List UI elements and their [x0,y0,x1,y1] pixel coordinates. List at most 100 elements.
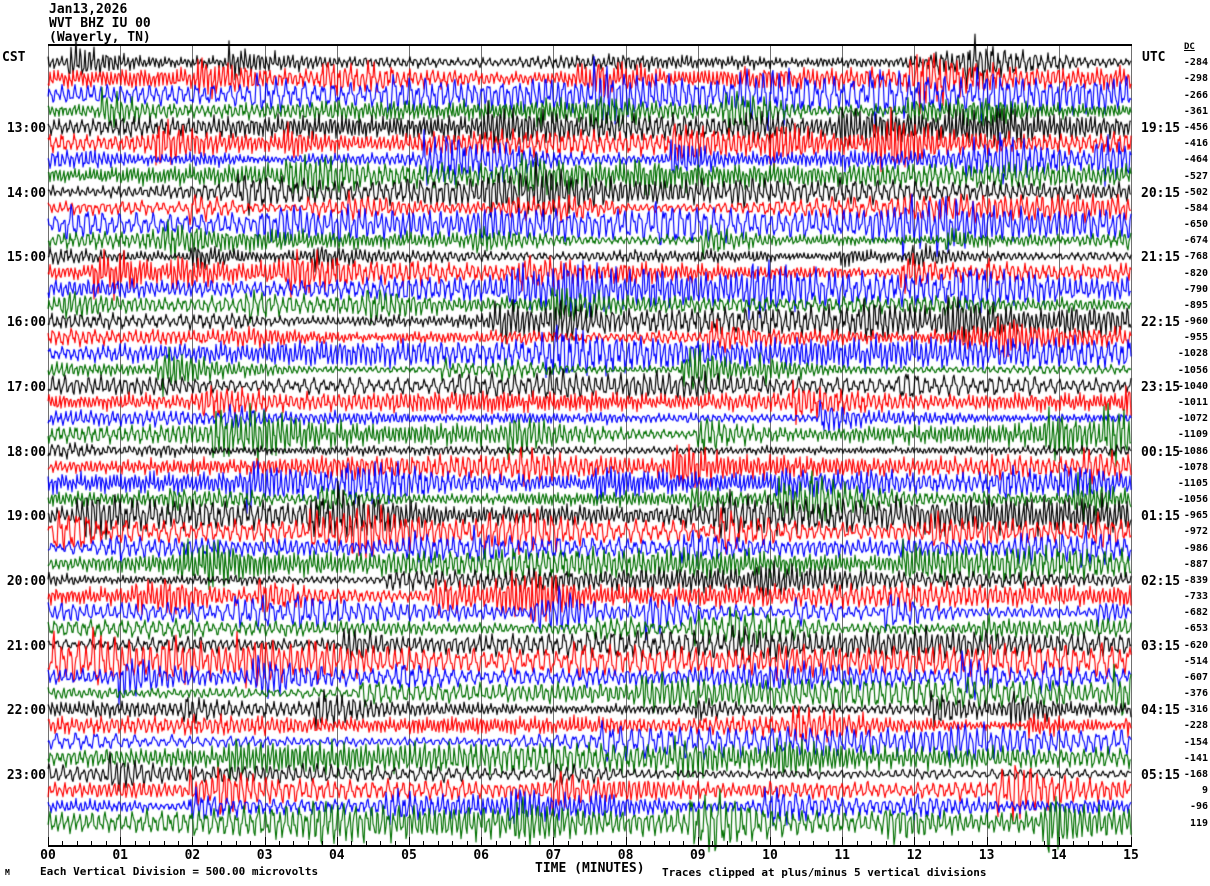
title-date: Jan13,2026 [49,2,128,17]
time-tick-label: 06 [473,848,490,863]
time-tick-minor [62,841,64,846]
time-tick-minor [538,841,540,846]
clip-note: Traces clipped at plus/minus 5 vertical … [662,866,987,879]
time-tick-minor [437,841,439,846]
time-tick-major [409,837,410,846]
time-tick-major [48,837,49,846]
time-tick-minor [1029,841,1031,846]
time-tick-major [336,837,338,846]
time-axis-line [48,845,1132,847]
time-tick-minor [279,841,281,846]
time-tick-major [192,837,194,846]
time-tick-minor [741,841,743,846]
time-tick-major [842,837,844,846]
time-tick-minor [1116,841,1118,846]
dc-value: 119 [1189,817,1208,829]
dc-value: -733 [1183,591,1208,603]
time-tick-label: 01 [112,848,129,863]
utc-hour-label: 03:15 [1141,638,1181,654]
time-tick-label: 15 [1123,848,1139,863]
dc-value: -1072 [1177,413,1208,425]
time-tick-label: 05 [401,848,417,863]
utc-hour-label: 01:15 [1141,509,1181,525]
dc-value: -1086 [1177,445,1208,457]
time-axis-title: TIME (MINUTES) [535,861,645,876]
time-tick-minor [510,841,512,846]
dc-value: -972 [1183,526,1208,538]
time-tick-minor [871,841,873,846]
time-tick-minor [611,841,613,846]
dc-value: -965 [1183,510,1208,522]
time-tick-major [553,837,555,846]
cst-hour-label: 18:00 [6,444,46,460]
dc-value: -416 [1183,138,1208,150]
time-tick-minor [654,841,656,846]
watermark-glyph: M [5,868,10,877]
time-tick-major [481,837,483,846]
time-tick-label: 07 [545,848,562,863]
time-tick-minor [495,841,497,846]
time-tick-label: 12 [906,848,923,863]
dc-value: 9 [1201,785,1208,797]
dc-value: -168 [1183,769,1208,780]
time-tick-minor [394,841,396,846]
time-tick-major [625,837,627,846]
dc-value: -650 [1183,219,1208,231]
cst-hour-label: 16:00 [6,315,46,331]
cst-hour-label: 21:00 [6,638,46,654]
time-tick-minor [755,841,757,846]
utc-hour-label: 22:15 [1141,315,1181,331]
dc-value: -456 [1183,122,1208,133]
dc-value: -154 [1183,736,1208,748]
time-tick-minor [1001,841,1003,846]
cst-hour-label: 15:00 [6,250,46,266]
dc-value: -376 [1183,688,1208,700]
time-tick-minor [928,841,930,846]
time-tick-label: 03 [256,848,273,863]
utc-hour-label: 21:15 [1141,250,1181,266]
utc-hour-label: 04:15 [1141,703,1181,719]
dc-value: -1040 [1177,380,1208,392]
time-tick-minor [567,841,569,846]
dc-header: DC [1184,42,1195,52]
time-tick-minor [1073,841,1075,846]
time-tick-minor [163,841,165,846]
dc-value: -790 [1183,283,1208,295]
time-tick-minor [1102,841,1104,846]
time-tick-minor [466,841,468,846]
dc-value: -361 [1183,105,1208,117]
time-tick-minor [365,841,367,846]
time-tick-minor [582,841,584,846]
dc-value: -674 [1183,235,1208,247]
time-tick-minor [293,841,295,846]
dc-value: -955 [1183,332,1208,344]
dc-value: -584 [1183,202,1208,214]
dc-value: -1011 [1177,396,1208,408]
dc-value: -141 [1183,752,1208,764]
time-tick-minor [134,841,136,846]
title-location: (Waverly, TN) [49,30,151,45]
dc-value: -1056 [1177,494,1208,506]
time-tick-minor [91,841,93,846]
dc-value: -960 [1183,316,1208,328]
time-tick-label: 04 [328,848,345,863]
time-tick-label: 14 [1050,848,1067,863]
dc-value: -1105 [1177,477,1208,489]
cst-hour-label: 13:00 [6,121,46,136]
dc-value: -653 [1183,623,1208,635]
utc-hour-label: 00:15 [1141,444,1181,460]
time-tick-label: 13 [978,848,995,863]
time-tick-minor [1015,841,1017,846]
dc-value: -820 [1183,267,1208,279]
utc-hour-label: 23:15 [1141,379,1181,395]
dc-value: -284 [1183,57,1208,69]
utc-header: UTC [1142,50,1166,65]
dc-value: -298 [1183,73,1208,85]
plot-top-border [48,44,1132,46]
time-tick-label: 08 [617,848,634,863]
cst-hour-label: 22:00 [6,703,46,719]
time-tick-minor [798,841,800,846]
dc-value: -502 [1183,186,1208,198]
plot-title-block: Jan13,2026 WVT BHZ IU 00 (Waverly, TN) [49,3,151,45]
dc-value: -1109 [1177,429,1208,441]
